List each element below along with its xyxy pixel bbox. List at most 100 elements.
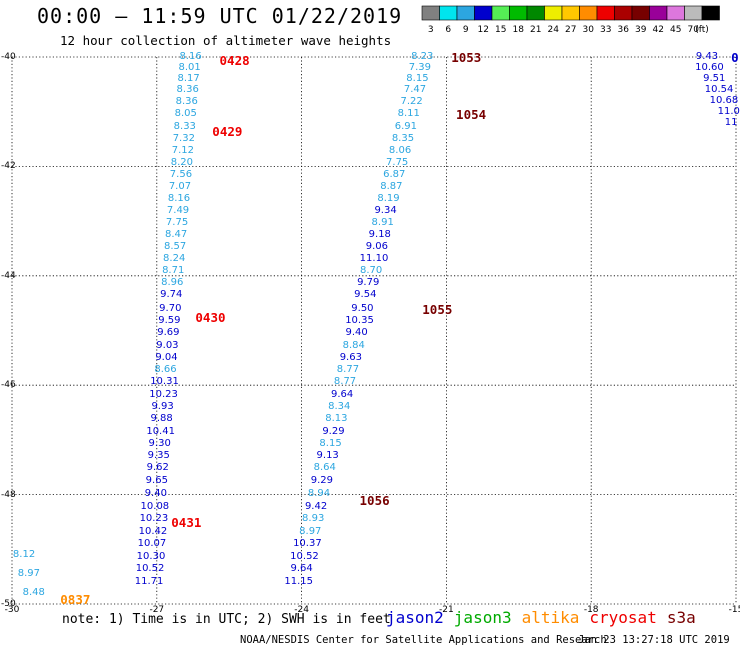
- swh-reading: 9.06: [365, 241, 389, 253]
- swh-reading: 7.07: [168, 181, 192, 193]
- colorbar-tick-label: 3: [428, 25, 434, 35]
- swh-reading: 9.35: [147, 450, 170, 462]
- swh-reading: 9.40: [345, 326, 368, 338]
- swh-reading: 8.15: [406, 72, 429, 84]
- swh-reading: 9.65: [145, 475, 168, 487]
- swh-reading: 7.12: [171, 145, 194, 157]
- swh-reading: 7.75: [386, 157, 409, 169]
- pass-time-label: 0430: [195, 309, 226, 325]
- pass-time-label: 1056: [359, 493, 390, 509]
- colorbar-tick-label: 18: [513, 25, 525, 35]
- swh-reading: 9.74: [160, 289, 183, 301]
- colorbar-tick-label: 15: [495, 25, 506, 35]
- colorbar-tick-label: 21: [530, 25, 541, 35]
- pass-time-label: 0429: [212, 123, 243, 139]
- swh-reading: 8.20: [170, 157, 194, 169]
- longitude-tick-label: -27: [149, 605, 165, 615]
- swh-reading: 8.94: [307, 487, 331, 499]
- colorbar-tick-label: 6: [445, 25, 451, 35]
- swh-reading: 8.19: [377, 193, 400, 205]
- swh-reading: 9.59: [158, 314, 181, 326]
- latitude-tick-label: -40: [1, 52, 16, 62]
- swh-reading: 7.32: [172, 133, 195, 145]
- colorbar-tick-label: 27: [565, 25, 576, 35]
- swh-reading: 8.12: [12, 548, 36, 560]
- swh-reading: 9.54: [354, 289, 377, 301]
- pass-time-label: 0837: [60, 591, 91, 607]
- pass-time-label: 0428: [219, 52, 250, 68]
- swh-reading: 8.15: [319, 438, 342, 450]
- swh-reading: 8.48: [22, 587, 45, 599]
- swh-reading: 10.52: [290, 550, 319, 562]
- swh-reading: 8.17: [177, 72, 200, 84]
- swh-reading: 9.62: [146, 462, 169, 474]
- latitude-tick-label: -48: [1, 489, 16, 500]
- swh-reading: 8.77: [333, 375, 357, 387]
- swh-reading: 8.97: [299, 525, 322, 537]
- swh-reading: 9.43: [695, 51, 719, 62]
- swh-reading: 9.88: [150, 413, 173, 425]
- swh-reading: 9.29: [322, 426, 345, 438]
- swh-reading: 9.69: [157, 326, 180, 338]
- colorbar: 3 6 9 12 15 18 21 24 27 30 33 36 39 42 45 70(ft): [421, 5, 720, 35]
- swh-reading: 9.18: [368, 229, 391, 241]
- pass-time-label: 0431: [171, 514, 202, 530]
- swh-reading: 9.42: [304, 500, 328, 512]
- colorbar-tick-label: 42: [653, 25, 664, 35]
- colorbar-tick-label: 70: [688, 25, 700, 35]
- swh-reading: 10.08: [140, 500, 170, 512]
- swh-reading: 10.07: [137, 537, 167, 549]
- latitude-tick-label: -46: [1, 380, 16, 391]
- satellite-legend: jason2 jason3 altika cryosat s3a: [386, 608, 706, 627]
- swh-reading: 10.31: [150, 375, 179, 387]
- swh-reading: 9.64: [331, 389, 354, 401]
- swh-reading: 11.0: [717, 105, 740, 117]
- swh-reading: 9.13: [316, 450, 339, 462]
- longitude-tick-label: -15: [728, 605, 740, 615]
- swh-reading: 8.47: [164, 229, 188, 241]
- swh-reading: 8.16: [179, 51, 202, 62]
- swh-reading: 8.06: [388, 145, 412, 157]
- colorbar-unit-label: (ft): [695, 25, 709, 35]
- swh-reading: 8.33: [173, 121, 196, 133]
- swh-reading: 10.35: [345, 314, 374, 326]
- swh-reading: 11.15: [284, 576, 314, 588]
- swh-reading: 10.23: [149, 389, 178, 401]
- swh-reading: 8.36: [175, 95, 198, 107]
- swh-reading: 10.68: [709, 94, 739, 106]
- swh-reading: 8.24: [163, 253, 186, 265]
- swh-reading: 9.51: [703, 72, 726, 84]
- legend-item-jason3: jason3: [453, 608, 512, 627]
- longitude-tick-label: -30: [4, 605, 20, 615]
- swh-reading: 7.22: [400, 95, 423, 107]
- colorbar-tick-label: 24: [548, 25, 560, 35]
- swh-reading: 10.23: [139, 512, 169, 524]
- swh-reading: 8.91: [371, 217, 394, 229]
- swh-reading: 9.40: [144, 487, 167, 499]
- colorbar-tick-label: 39: [635, 25, 647, 35]
- swh-reading: 8.05: [174, 107, 197, 119]
- colorbar-swatch: [701, 5, 720, 21]
- swh-reading: 9.34: [374, 205, 397, 217]
- longitude-tick-label: -21: [439, 605, 454, 615]
- longitude-tick-label: -24: [294, 605, 309, 615]
- swh-reading: 10.52: [135, 562, 165, 574]
- colorbar-tick-label: 30: [583, 25, 595, 35]
- swh-reading: 8.77: [336, 363, 360, 375]
- swh-reading: 8.57: [164, 241, 187, 253]
- pass-time-label: 1054: [456, 107, 487, 123]
- swh-reading: 9.04: [155, 351, 178, 363]
- swh-reading: 8.16: [167, 193, 191, 205]
- page-title: 00:00 – 11:59 UTC 01/22/2019: [37, 4, 403, 28]
- swh-reading: 7.49: [166, 205, 190, 217]
- pass-time-label: 1055: [422, 301, 453, 317]
- longitude-tick-label: -18: [583, 605, 599, 615]
- legend-item-altika: altika: [521, 608, 580, 627]
- colorbar-tick-label: 12: [478, 25, 489, 35]
- swh-reading: 7.56: [169, 169, 193, 181]
- swh-reading: 8.11: [397, 107, 420, 119]
- swh-reading: 10.60: [695, 61, 724, 73]
- swh-reading: 10.30: [136, 550, 166, 562]
